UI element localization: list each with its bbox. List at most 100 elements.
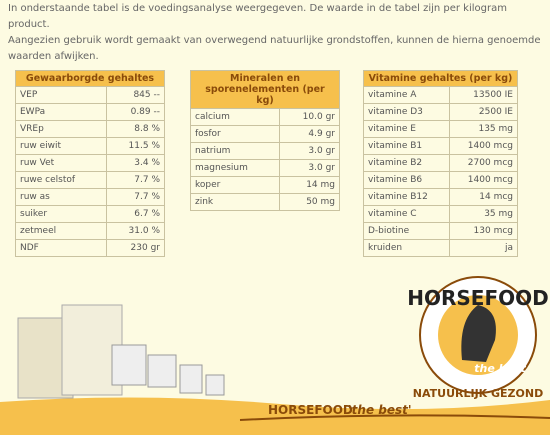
table-row: vitamine C 35 mg — [362, 205, 518, 223]
header-row: Mineralen en sporenelementen (per kg) — [190, 70, 340, 109]
header-row: Vitamine gehaltes (per kg) — [363, 70, 518, 87]
product-jar — [205, 374, 225, 396]
table-row: vitamine B12 14 mcg — [362, 188, 518, 206]
row-label: zetmeel — [14, 222, 108, 240]
row-label: vitamine B6 — [362, 171, 451, 189]
row-value: 6.7 % — [106, 205, 165, 223]
nutrition-table: Mineralen en sporenelementen (per kg) cal… — [189, 70, 340, 211]
row-label: calcium — [189, 108, 281, 126]
product-bucket — [111, 344, 147, 386]
table-row: vitamine E 135 mg — [362, 120, 518, 138]
row-label: ruwe celstof — [14, 171, 108, 189]
header-row: Gewaarborgde gehaltes — [15, 70, 165, 87]
row-label: vitamine D3 — [362, 103, 451, 121]
row-label: zink — [189, 193, 281, 211]
row-value: 130 mcg — [449, 222, 518, 240]
intro: In onderstaande tabel is de voedingsanal… — [8, 1, 543, 65]
logo-slogan: NATUURLIJK GEZOND — [413, 387, 543, 400]
intro-text: Aangezien gebruik wordt gemaakt van over… — [8, 35, 541, 62]
row-label: ruw eiwit — [14, 137, 108, 155]
table-row: ruwe celstof 7.7 % — [14, 171, 165, 189]
product-jar — [179, 364, 203, 394]
table-row: D-biotine 130 mcg — [362, 222, 518, 240]
row-label: ruw Vet — [14, 154, 108, 172]
row-value: 845 -- — [106, 86, 165, 104]
product-bucket — [147, 354, 177, 388]
horse-head — [461, 305, 496, 362]
row-label: vitamine A — [362, 86, 451, 104]
row-label: ruw as — [14, 188, 108, 206]
logo-tagline: the best — [474, 362, 526, 375]
table-row: ruw Vet 3.4 % — [14, 154, 165, 172]
nutrition-table: Vitamine gehaltes (per kg) vitamine A 1350… — [362, 70, 518, 257]
table-header: Mineralen en sporenelementen (per kg) — [190, 70, 340, 109]
table-row: EWPa 0.89 -- — [14, 103, 165, 121]
row-value: 11.5 % — [106, 137, 165, 155]
row-value: 230 gr — [106, 239, 165, 257]
row-label: vitamine B1 — [362, 137, 451, 155]
row-value: 4.9 gr — [279, 125, 340, 143]
nutrition-table: Gewaarborgde gehaltes VEP 845 -- EWPa 0.89 -… — [14, 70, 165, 257]
row-value: 135 mg — [449, 120, 518, 138]
table-row: ruw eiwit 11.5 % — [14, 137, 165, 155]
table-header: Vitamine gehaltes (per kg) — [363, 70, 518, 87]
row-value: 0.89 -- — [106, 103, 165, 121]
row-value: 3.0 gr — [279, 142, 340, 160]
table-row: suiker 6.7 % — [14, 205, 165, 223]
row-value: 13500 IE — [449, 86, 518, 104]
table-row: fosfor 4.9 gr — [189, 125, 340, 143]
row-value: 14 mg — [279, 176, 340, 194]
table-row: vitamine B2 2700 mcg — [362, 154, 518, 172]
row-label: magnesium — [189, 159, 281, 177]
row-value: 1400 mcg — [449, 171, 518, 189]
row-value: 50 mg — [279, 193, 340, 211]
table-row: zetmeel 31.0 % — [14, 222, 165, 240]
row-value: 2500 IE — [449, 103, 518, 121]
table-row: vitamine D3 2500 IE — [362, 103, 518, 121]
footer-tagline: 'the best' — [348, 403, 412, 417]
row-label: D-biotine — [362, 222, 451, 240]
row-label: suiker — [14, 205, 108, 223]
wave-line — [239, 414, 550, 421]
wave-band — [0, 397, 550, 435]
logo-brand: HORSEFOOD — [407, 286, 548, 310]
table-row: kruiden ja — [362, 239, 518, 257]
row-value: 7.7 % — [106, 188, 165, 206]
row-label: vitamine B12 — [362, 188, 451, 206]
row-label: vitamine C — [362, 205, 451, 223]
row-value: 2700 mcg — [449, 154, 518, 172]
table-row: VEP 845 -- — [14, 86, 165, 104]
table-row: vitamine B6 1400 mcg — [362, 171, 518, 189]
footer-brand: HORSEFOOD — [268, 403, 353, 417]
row-value: 8.8 % — [106, 120, 165, 138]
row-label: NDF — [14, 239, 108, 257]
intro-text: In onderstaande tabel is de voedingsanal… — [8, 3, 507, 30]
table-row: VREp 8.8 % — [14, 120, 165, 138]
row-value: 3.0 gr — [279, 159, 340, 177]
row-value: ja — [449, 239, 518, 257]
table-row: natrium 3.0 gr — [189, 142, 340, 160]
row-label: VREp — [14, 120, 108, 138]
row-label: EWPa — [14, 103, 108, 121]
row-value: 35 mg — [449, 205, 518, 223]
row-value: 10.0 gr — [279, 108, 340, 126]
table-row: vitamine A 13500 IE — [362, 86, 518, 104]
table-row: vitamine B1 1400 mcg — [362, 137, 518, 155]
row-value: 3.4 % — [106, 154, 165, 172]
row-label: kruiden — [362, 239, 451, 257]
row-value: 1400 mcg — [449, 137, 518, 155]
row-label: vitamine E — [362, 120, 451, 138]
row-label: vitamine B2 — [362, 154, 451, 172]
table-row: koper 14 mg — [189, 176, 340, 194]
table-row: zink 50 mg — [189, 193, 340, 211]
table-row: calcium 10.0 gr — [189, 108, 340, 126]
table-header: Gewaarborgde gehaltes — [15, 70, 165, 87]
table-row: magnesium 3.0 gr — [189, 159, 340, 177]
row-label: fosfor — [189, 125, 281, 143]
row-label: natrium — [189, 142, 281, 160]
table-row: ruw as 7.7 % — [14, 188, 165, 206]
row-label: VEP — [14, 86, 108, 104]
row-value: 7.7 % — [106, 171, 165, 189]
